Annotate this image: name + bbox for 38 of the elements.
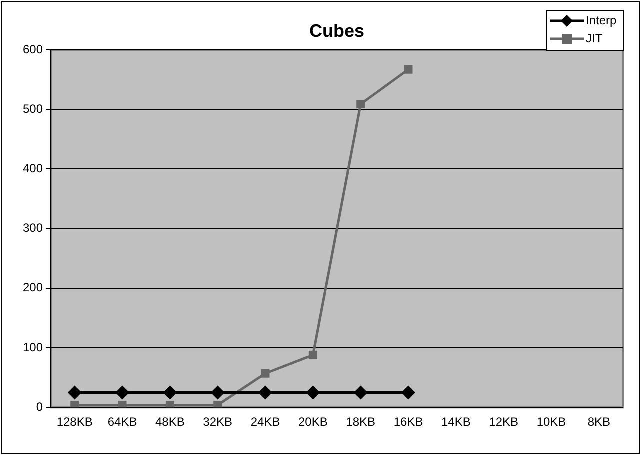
y-tick-label: 300 [22,221,44,236]
x-tick-label: 128KB [56,415,93,430]
legend-label: Interp [586,13,618,28]
x-tick-label: 10KB [536,415,566,430]
point [402,386,416,400]
y-tick-label: 400 [22,162,44,176]
x-tick-label: 12KB [489,415,519,430]
x-tick-label: 20KB [298,415,328,430]
y-tick-label: 200 [22,280,44,295]
x-tick-label: 18KB [346,415,376,430]
point [258,386,273,400]
x-tick-label: 16KB [394,415,424,430]
point [308,350,318,360]
point [166,400,174,408]
point [354,386,368,400]
y-tick-label: 0 [36,400,44,414]
chart-title: Cubes [310,20,365,41]
point [356,100,366,108]
legend-label: JIT [586,31,604,46]
x-tick-label: 48KB [156,415,185,430]
point [261,369,270,378]
x-tick-label: 24KB [250,415,280,430]
y-tick-label: 500 [22,102,44,116]
point [210,386,225,400]
point [404,65,413,74]
y-tick-label: 600 [22,42,44,56]
point [163,386,178,400]
point [118,400,127,408]
x-tick-label: 32KB [203,415,233,430]
x-tick-label: 8KB [588,415,611,430]
point [116,386,130,400]
point [70,400,80,408]
point [306,386,320,400]
point [68,386,82,400]
y-tick-label: 100 [22,340,44,354]
point [214,400,222,408]
x-tick-label: 64KB [108,415,138,430]
x-tick-label: 14KB [441,415,471,430]
